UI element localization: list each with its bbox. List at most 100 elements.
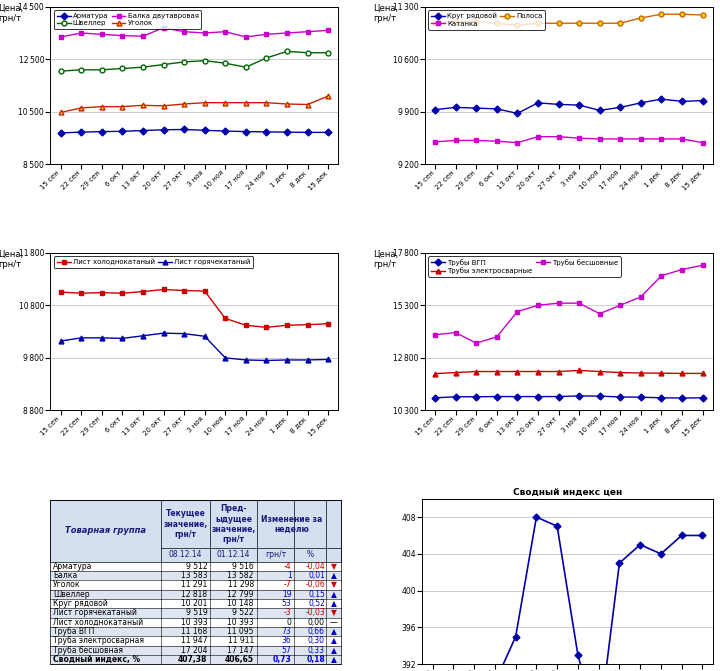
Text: 0,73: 0,73: [273, 655, 292, 664]
Круг рядовой: [431, 105, 439, 113]
Text: Арматура: Арматура: [53, 562, 93, 571]
Лист горячекатаный: [56, 337, 65, 345]
Text: 08.12.14: 08.12.14: [168, 550, 202, 560]
Трубы ВГП: [472, 393, 480, 401]
Лист горячекатаный: [200, 332, 209, 340]
Лист горячекатаный: [139, 331, 148, 340]
Круг рядовой: [534, 99, 542, 107]
Швеллер: [159, 60, 168, 68]
Балка двутавровая: [221, 28, 230, 36]
Трубы бесшовные: [513, 307, 522, 315]
Катанка: [657, 135, 666, 143]
Швеллер: [283, 48, 292, 56]
Трубы бесшовные: [431, 331, 439, 339]
Уголок: [159, 102, 168, 110]
Трубы ВГП: [554, 393, 563, 401]
Line: Арматура: Арматура: [58, 127, 330, 136]
Лист горячекатаный: [159, 329, 168, 337]
Text: 0,66: 0,66: [308, 627, 325, 636]
Полоса: [451, 17, 460, 25]
Text: 12 818: 12 818: [181, 590, 207, 599]
Text: ▼: ▼: [330, 562, 337, 571]
Text: Товарная группа: Товарная группа: [65, 527, 146, 535]
Лист горячекатаный: [324, 356, 333, 364]
Трубы бесшовные: [698, 261, 707, 269]
Трубы электросварные: [513, 368, 522, 376]
Text: 13 582: 13 582: [228, 571, 253, 580]
Text: Труба бесшовная: Труба бесшовная: [53, 646, 123, 655]
Bar: [50, 627, 341, 636]
Text: Балка: Балка: [53, 571, 78, 580]
Катанка: [472, 136, 480, 144]
Уголок: [241, 99, 250, 107]
Трубы ВГП: [431, 394, 439, 402]
Text: 17 204: 17 204: [181, 646, 207, 655]
Уголок: [221, 99, 230, 107]
Text: 11 911: 11 911: [228, 637, 253, 646]
Круг рядовой: [595, 106, 604, 114]
Text: %: %: [307, 550, 314, 560]
Арматура: [180, 125, 189, 134]
Уголок: [97, 103, 106, 111]
Полоса: [472, 17, 480, 25]
Круг рядовой: [513, 109, 522, 117]
Трубы ВГП: [616, 393, 624, 401]
Text: ▲: ▲: [330, 599, 337, 608]
Text: Круг рядовой: Круг рядовой: [53, 599, 108, 608]
Text: ▲: ▲: [330, 637, 337, 646]
Legend: Трубы ВГП, Трубы электросварные, Трубы бесшовные: Трубы ВГП, Трубы электросварные, Трубы б…: [428, 256, 621, 276]
Катанка: [451, 136, 460, 144]
Bar: [50, 636, 341, 646]
Text: 19: 19: [282, 590, 292, 599]
Text: -3: -3: [284, 609, 292, 617]
Text: ▲: ▲: [330, 655, 337, 664]
Text: 0,00: 0,00: [308, 618, 325, 627]
Швеллер: [180, 58, 189, 66]
Балка двутавровая: [241, 33, 250, 41]
Трубы электросварные: [554, 368, 563, 376]
Bar: [50, 571, 341, 580]
Лист холоднокатаный: [180, 287, 189, 295]
Text: 0: 0: [287, 618, 292, 627]
Уголок: [303, 101, 312, 109]
Полоса: [657, 10, 666, 18]
Text: 17 147: 17 147: [228, 646, 253, 655]
Круг рядовой: [698, 97, 707, 105]
Трубы электросварные: [431, 370, 439, 378]
Y-axis label: Цена,
грн/т: Цена, грн/т: [373, 3, 398, 23]
Трубы ВГП: [678, 394, 686, 402]
Круг рядовой: [451, 103, 460, 111]
Трубы ВГП: [451, 393, 460, 401]
Лист горячекатаный: [241, 356, 250, 364]
Балка двутавровая: [118, 32, 127, 40]
Трубы электросварные: [534, 368, 542, 376]
Text: 9 512: 9 512: [186, 562, 207, 571]
Уголок: [324, 92, 333, 100]
Полоса: [554, 19, 563, 28]
Трубы бесшовные: [636, 293, 645, 301]
Балка двутавровая: [56, 33, 65, 41]
Трубы бесшовные: [616, 301, 624, 309]
Полоса: [616, 19, 624, 28]
Швеллер: [97, 66, 106, 74]
Швеллер: [118, 64, 127, 72]
Line: Швеллер: Швеллер: [58, 49, 330, 74]
Полоса: [678, 10, 686, 18]
Text: 53: 53: [282, 599, 292, 608]
Bar: [50, 609, 341, 617]
Text: 10 393: 10 393: [227, 618, 253, 627]
Арматура: [77, 128, 86, 136]
Лист холоднокатаный: [324, 319, 333, 327]
Text: Труба ВГП: Труба ВГП: [53, 627, 95, 636]
Трубы ВГП: [492, 393, 501, 401]
Балка двутавровая: [283, 29, 292, 37]
Text: 11 095: 11 095: [228, 627, 253, 636]
Y-axis label: Цена,
грн/т: Цена, грн/т: [0, 250, 24, 269]
Катанка: [636, 135, 645, 143]
Трубы бесшовные: [472, 339, 480, 347]
Лист горячекатаный: [118, 334, 127, 342]
Лист холоднокатаный: [200, 287, 209, 295]
Text: 0,15: 0,15: [308, 590, 325, 599]
Трубы электросварные: [492, 368, 501, 376]
Text: 11 947: 11 947: [181, 637, 207, 646]
